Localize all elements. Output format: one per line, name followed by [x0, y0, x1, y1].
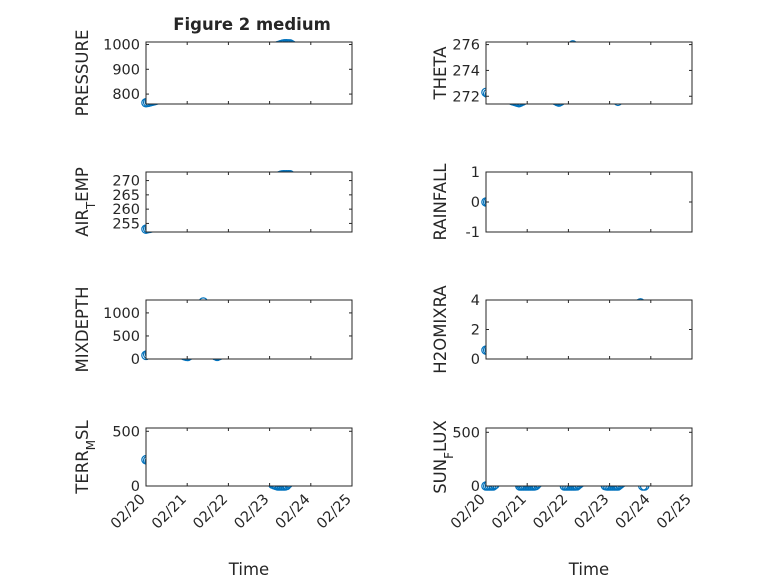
axes-box — [485, 299, 693, 360]
y-tick-label: 260 — [112, 202, 140, 218]
y-tick-label: 1000 — [103, 37, 140, 53]
x-axis-label: Time — [568, 560, 609, 579]
y-tick-label: 500 — [452, 425, 480, 441]
subplot-5: 0 500 1000 MIXDEPTH — [73, 287, 353, 373]
y-axis-label: RAINFALL — [431, 163, 450, 241]
y-axis-label: AIRTEMP — [73, 167, 98, 237]
y-tick-label: 900 — [112, 62, 140, 78]
y-tick-label: 270 — [112, 174, 140, 190]
y-tick-label: -1 — [466, 225, 480, 241]
figure-title: Figure 2 medium — [173, 15, 331, 34]
y-tick-label: 0 — [471, 479, 480, 495]
axes-box — [485, 41, 693, 105]
axes-box — [485, 171, 693, 233]
y-tick-label: 0 — [471, 352, 480, 368]
axes-box — [485, 427, 693, 487]
axes-box — [145, 299, 353, 360]
x-axis-label: Time — [228, 560, 269, 579]
y-axis-label: THETA — [431, 46, 450, 101]
y-tick-label: 0 — [131, 352, 140, 368]
y-tick-label: 265 — [112, 188, 140, 204]
y-tick-label: 500 — [112, 424, 140, 440]
subplot-6: 0 2 4 H2OMIXRA — [431, 285, 693, 374]
y-tick-label: 4 — [471, 293, 480, 309]
y-tick-label: 2 — [471, 323, 480, 339]
subplot-4: -1 0 1 RAINFALL — [431, 163, 693, 241]
y-tick-label: 274 — [452, 63, 480, 79]
y-tick-label: 0 — [131, 479, 140, 495]
y-tick-label: 276 — [452, 38, 480, 54]
y-tick-label: 500 — [112, 329, 140, 345]
y-tick-label: 272 — [452, 89, 480, 105]
axes-box — [145, 171, 353, 233]
y-axis-label: PRESSURE — [73, 30, 92, 117]
y-tick-label: 0 — [471, 195, 480, 211]
y-tick-label: 800 — [112, 87, 140, 103]
y-tick-label: 255 — [112, 216, 140, 232]
y-axis-label: H2OMIXRA — [431, 285, 450, 374]
y-axis-label: SUNFLUX — [431, 420, 456, 494]
subplot-1: 800 900 1000 PRESSURE — [73, 30, 353, 117]
y-axis-label: MIXDEPTH — [73, 287, 92, 373]
axes-box — [145, 427, 353, 487]
y-tick-label: 1000 — [103, 306, 140, 322]
axes-box — [145, 41, 353, 105]
y-tick-label: 1 — [471, 165, 480, 181]
y-axis-label: TERRMSL — [73, 419, 98, 494]
